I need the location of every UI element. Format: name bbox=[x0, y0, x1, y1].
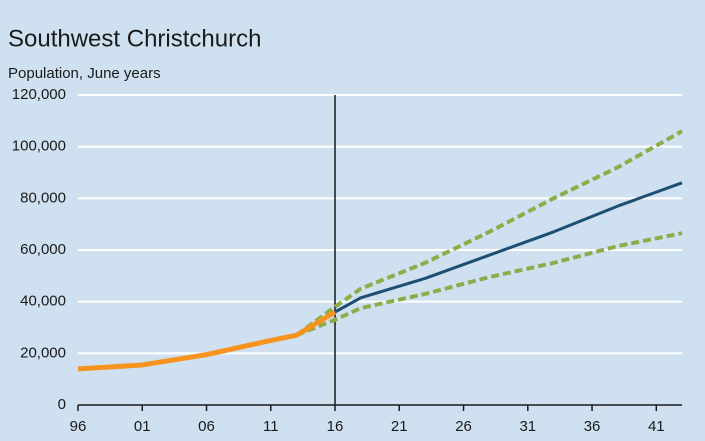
line-series bbox=[295, 129, 683, 337]
line-series bbox=[295, 231, 683, 338]
x-tick-label: 21 bbox=[391, 418, 408, 435]
y-tick-label: 0 bbox=[58, 396, 66, 413]
x-tick-label: 36 bbox=[584, 418, 601, 435]
y-tick-label: 60,000 bbox=[20, 241, 66, 258]
x-tick-label: 06 bbox=[198, 418, 215, 435]
x-tick-label: 96 bbox=[70, 418, 87, 435]
chart-title: Southwest Christchurch bbox=[8, 25, 261, 52]
x-tick-label: 41 bbox=[648, 418, 665, 435]
chart-subtitle: Population, June years bbox=[8, 65, 161, 82]
line-series bbox=[334, 181, 683, 314]
y-tick-label: 80,000 bbox=[20, 189, 66, 206]
line-series bbox=[77, 309, 337, 372]
x-tick-label: 26 bbox=[455, 418, 472, 435]
y-tick-label: 20,000 bbox=[20, 344, 66, 361]
y-tick-label: 100,000 bbox=[12, 138, 66, 155]
y-tick-label: 40,000 bbox=[20, 293, 66, 310]
x-tick-label: 01 bbox=[134, 418, 151, 435]
x-tick-label: 16 bbox=[327, 418, 344, 435]
x-tick-label: 31 bbox=[519, 418, 536, 435]
x-tick-label: 11 bbox=[263, 418, 279, 435]
y-tick-label: 120,000 bbox=[12, 86, 66, 103]
